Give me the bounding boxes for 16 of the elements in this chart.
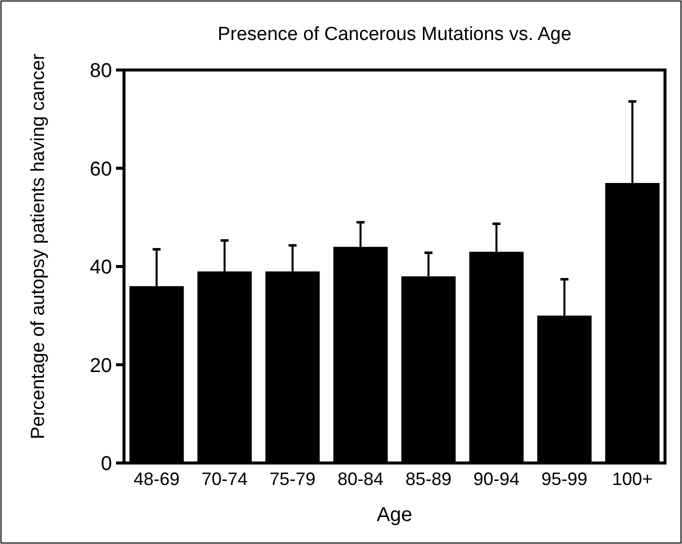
x-tick-label: 100+ <box>612 469 653 489</box>
x-tick-label: 80-84 <box>337 469 384 489</box>
x-tick-label: 70-74 <box>202 469 248 489</box>
x-tick-label: 48-69 <box>134 469 180 489</box>
y-tick-label: 20 <box>90 354 112 377</box>
y-tick-label: 40 <box>90 256 112 278</box>
x-tick-label: 95-99 <box>541 469 588 489</box>
chart-title: Presence of Cancerous Mutations vs. Age <box>218 24 572 45</box>
y-tick-label: 60 <box>90 158 112 180</box>
x-tick-label: 85-89 <box>405 469 452 489</box>
x-tick-label: 75-79 <box>270 469 316 489</box>
y-tick-label: 80 <box>90 60 112 82</box>
y-axis-title: Percentage of autopsy patients having cancer <box>28 53 49 440</box>
y-tick-label: 0 <box>100 453 112 475</box>
x-axis-title: Age <box>376 504 412 526</box>
x-tick-label: 90-94 <box>473 469 520 489</box>
